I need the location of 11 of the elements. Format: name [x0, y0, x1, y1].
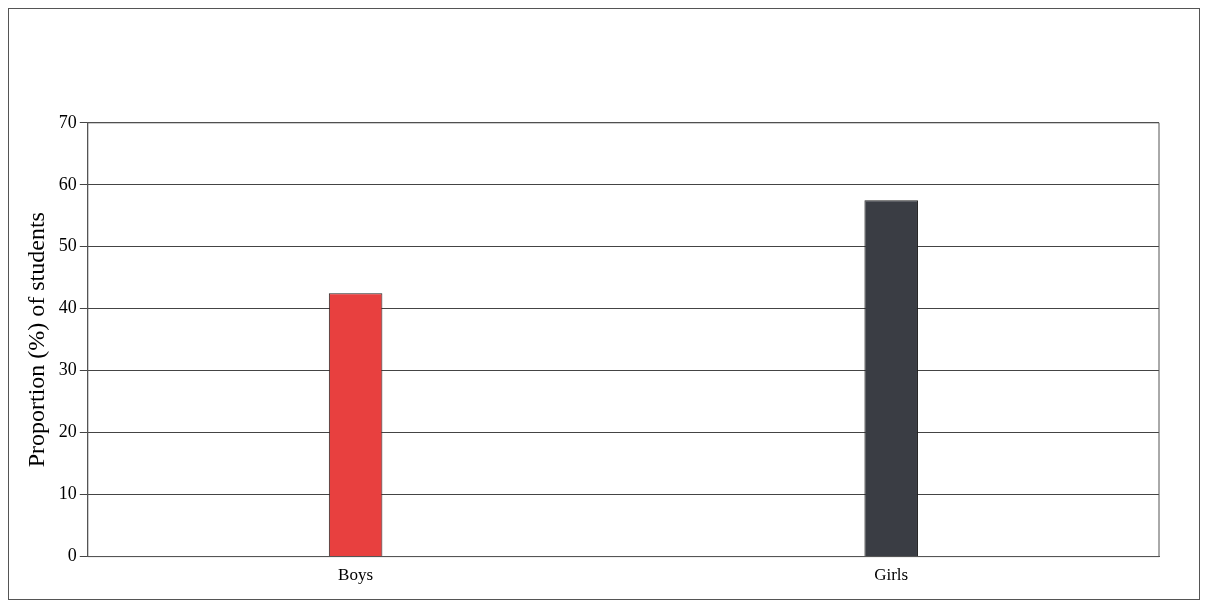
y-tick-label: 0 — [67, 545, 77, 566]
y-tick-label: 40 — [58, 297, 77, 318]
y-tick-label: 60 — [58, 173, 77, 194]
y-tick-label: 70 — [58, 111, 77, 132]
y-tick-label: 30 — [58, 359, 77, 380]
x-tick-label: Boys — [338, 565, 374, 585]
y-tick-label: 20 — [58, 421, 77, 442]
y-tick-label: 10 — [58, 483, 77, 504]
y-tick-label: 50 — [58, 235, 77, 256]
y-axis-title: Proportion (%) of students — [22, 212, 49, 468]
x-tick-label: Girls — [874, 565, 909, 585]
